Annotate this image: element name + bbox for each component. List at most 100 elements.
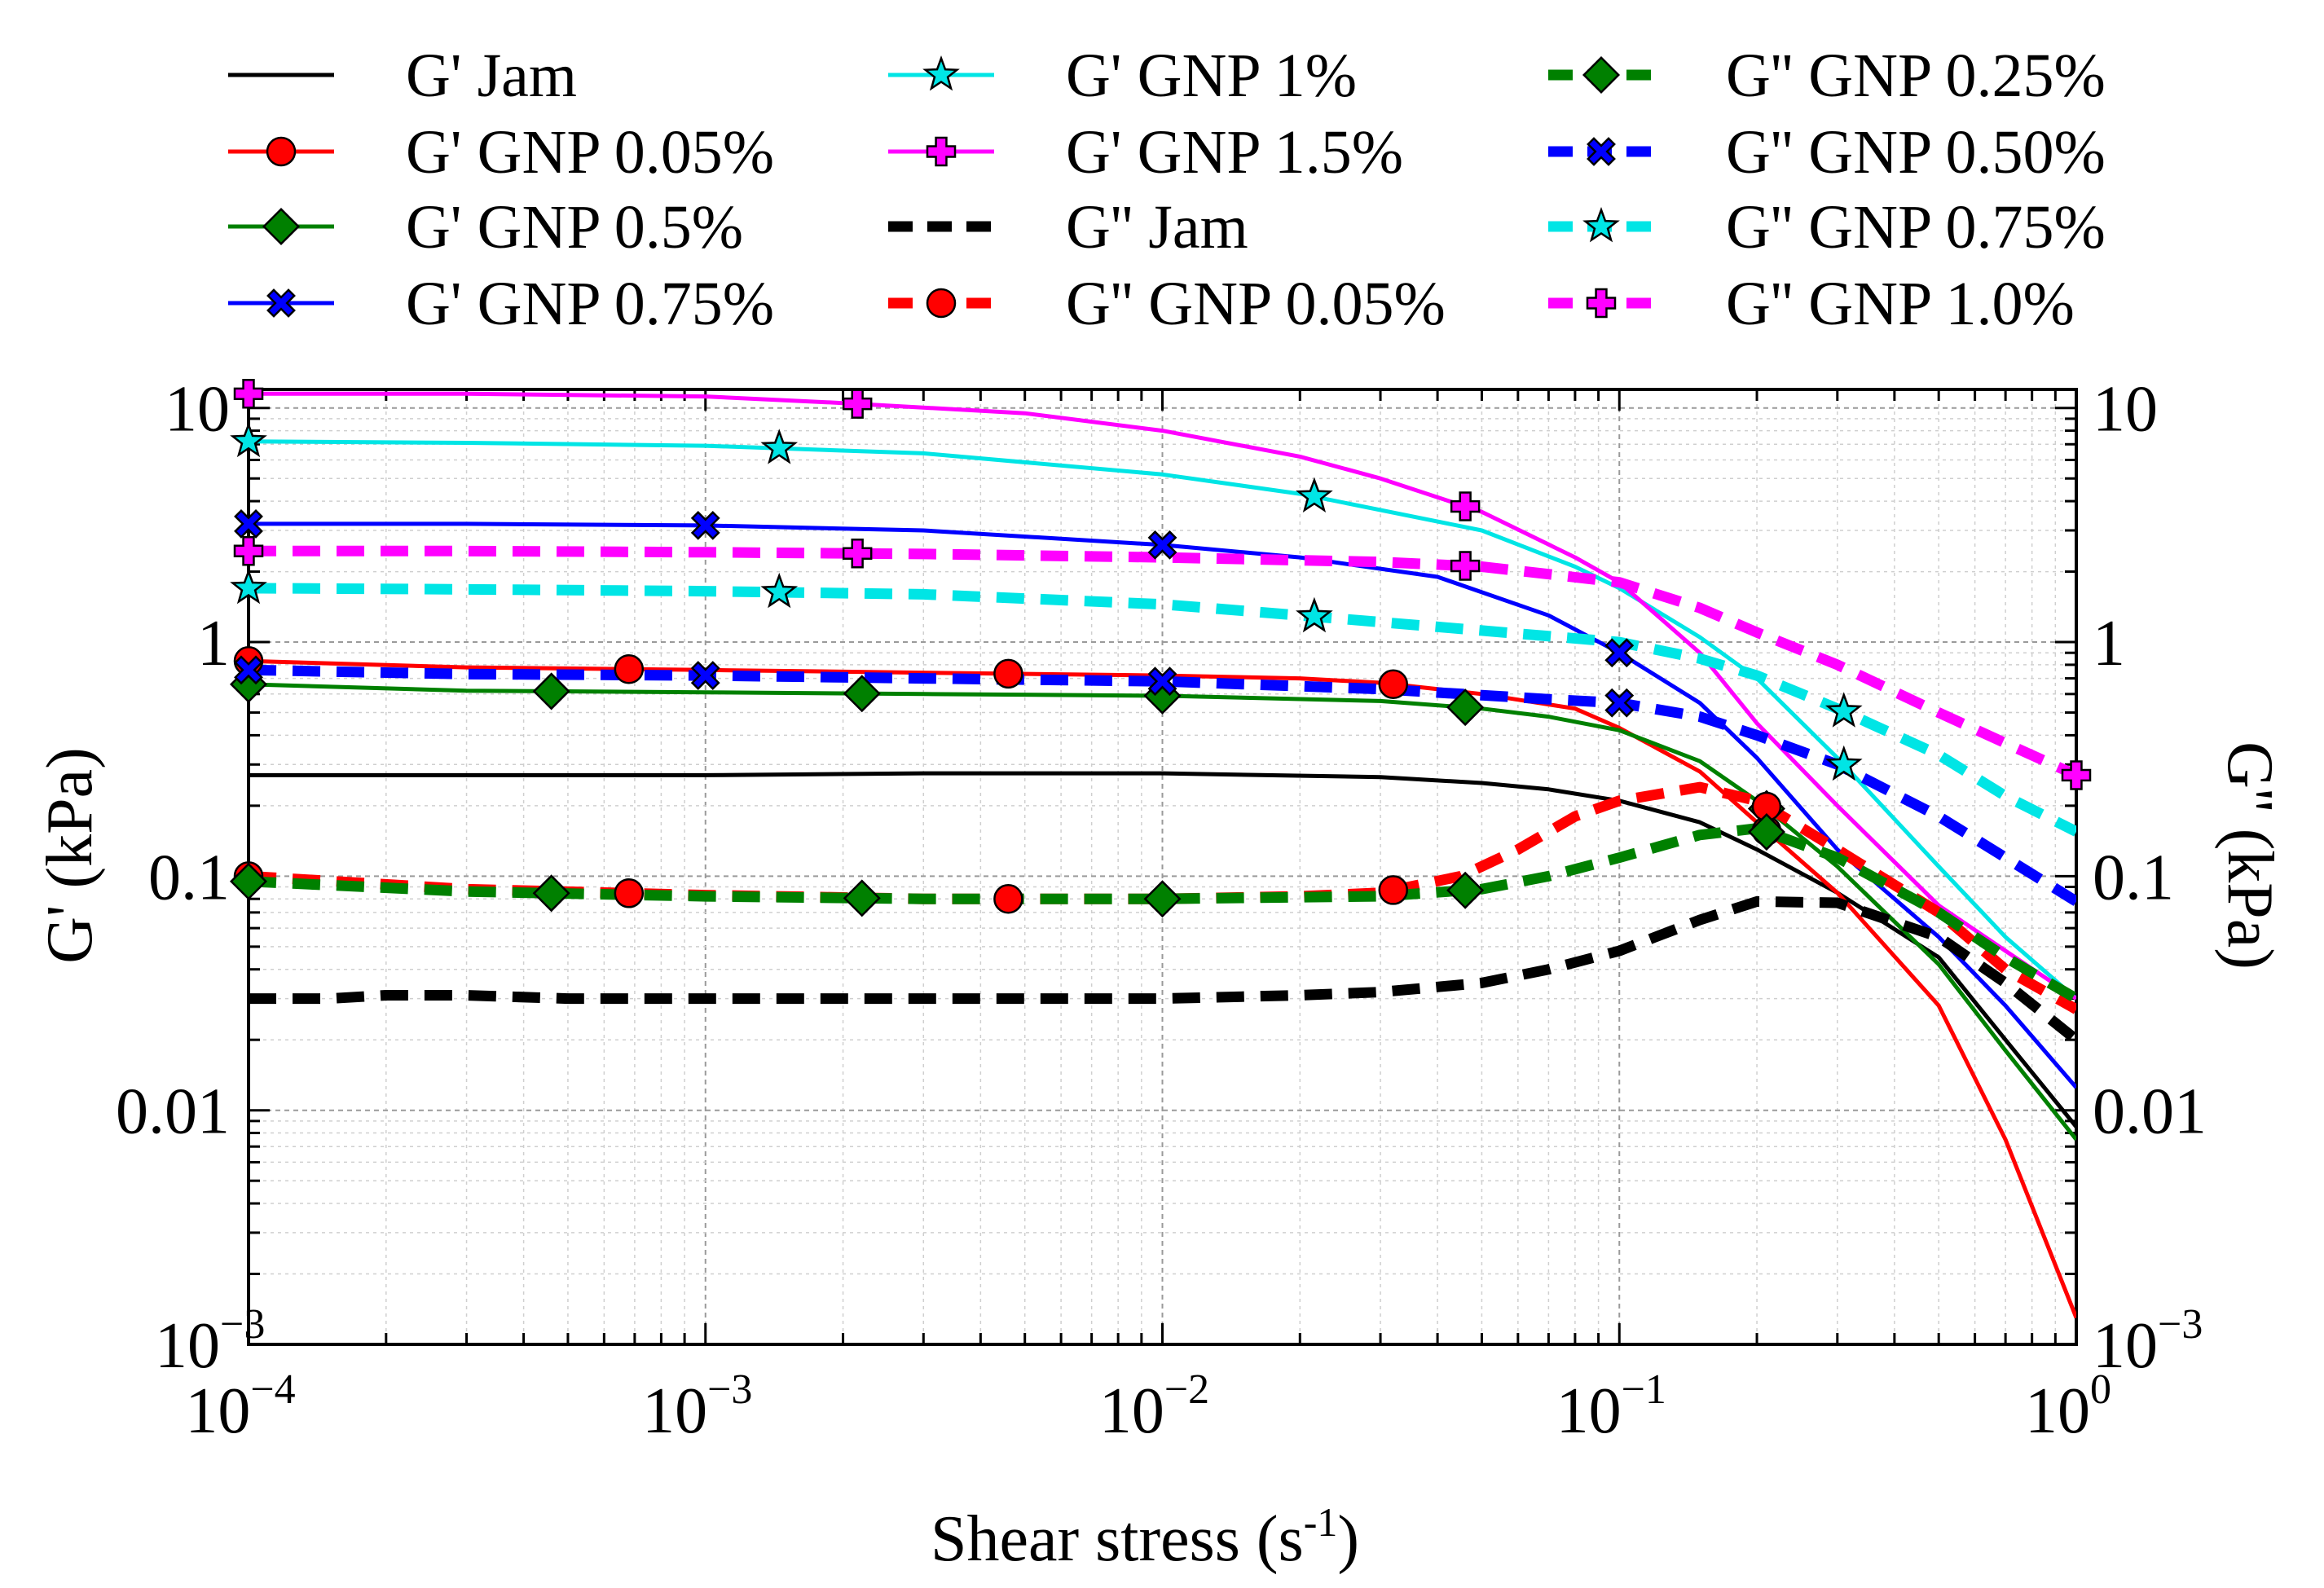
x-tick-label-base: 10 (185, 1375, 250, 1447)
series-line-2 (249, 682, 2076, 1142)
series-1-marker (993, 658, 1023, 689)
y2-tick-label-exp: −3 (2158, 1301, 2203, 1348)
y-tick-label: 0.01 (116, 1076, 230, 1148)
legend-label-4: G' GNP 1% (1066, 42, 1357, 110)
x-tick-label-exp: −2 (1164, 1366, 1209, 1413)
series-5-marker (1450, 491, 1481, 521)
x-tick-label-base: 10 (2025, 1375, 2090, 1447)
series-5-marker (842, 389, 873, 419)
series-3-marker (1147, 530, 1177, 560)
x-tick-label: 10−3 (642, 1366, 752, 1447)
legend-marker-3 (266, 288, 296, 318)
series-7-marker (614, 878, 645, 908)
series-1-marker (614, 654, 645, 684)
y-axis-label: G' (kPa) (34, 747, 106, 963)
series-line-3 (249, 521, 2076, 1089)
series-11-marker (233, 536, 264, 566)
legend: G' Jam G' GNP 0.05%G' GNP 0.5% G' GNP 0.75… (228, 42, 2106, 338)
series-3-marker (690, 510, 720, 540)
series-10-marker (1296, 596, 1333, 633)
x-axis-label-end: ) (1337, 1503, 1359, 1575)
x-tick-label: 10−2 (1099, 1366, 1209, 1447)
series-8-marker (1143, 880, 1182, 918)
series-line-7 (249, 781, 2076, 1014)
y-tick-label: 10−3 (155, 1301, 265, 1382)
x-tick-label-exp: −1 (1622, 1366, 1666, 1413)
series-5-marker (233, 379, 264, 409)
legend-marker-5 (926, 136, 957, 167)
series-line-6 (249, 895, 2076, 1045)
x-axis-label: Shear stress (s-1) (931, 1499, 1359, 1575)
series-3-marker (234, 509, 263, 539)
legend-label-8: G'' GNP 0.25% (1726, 42, 2106, 110)
x-tick-label: 100 (2025, 1366, 2111, 1447)
x-axis-label-sup: -1 (1304, 1499, 1338, 1545)
legend-label-6: G'' Jam (1066, 193, 1248, 262)
series-lines (249, 391, 2076, 1319)
series-10-marker (760, 572, 799, 609)
series-9-marker (234, 655, 263, 685)
y-tick-label: 1 (197, 608, 230, 680)
x-tick-label: 10−1 (1556, 1366, 1666, 1447)
series-2-marker (843, 675, 881, 713)
x-tick-label-exp: −4 (250, 1366, 295, 1413)
x-axis-label-main: Shear stress (s (931, 1503, 1304, 1575)
series-line-10 (249, 583, 2076, 837)
series-line-8 (249, 823, 2076, 1004)
series-line-0 (249, 771, 2076, 1128)
series-3-marker (1604, 638, 1635, 668)
legend-label-11: G'' GNP 1.0% (1726, 270, 2075, 338)
series-9-marker (1147, 666, 1177, 697)
series-2-marker (532, 672, 570, 710)
series-8-marker (1747, 813, 1785, 851)
legend-label-9: G'' GNP 0.50% (1726, 118, 2106, 187)
series-4-marker (1296, 477, 1333, 513)
x-tick-labels: 10−4 10−3 10−2 10−1 100 (185, 1366, 2111, 1447)
series-11-marker (842, 538, 873, 569)
legend-label-2: G' GNP 0.5% (406, 193, 743, 262)
series-8-marker (532, 874, 570, 913)
legend-marker-8 (1582, 55, 1621, 95)
x-tick-label-base: 10 (642, 1375, 707, 1447)
x-tick-label: 10−4 (185, 1366, 295, 1447)
legend-label-3: G' GNP 0.75% (406, 270, 774, 338)
y2-tick-label: 0.01 (2093, 1076, 2207, 1148)
series-line-11 (249, 545, 2076, 781)
series-2-marker (1446, 688, 1485, 727)
series-4-marker (1824, 745, 1863, 781)
x-tick-label-exp: 0 (2090, 1366, 2111, 1413)
series-markers (229, 379, 2092, 918)
axis-ticks (247, 389, 2076, 1346)
legend-label-7: G'' GNP 0.05% (1066, 270, 1446, 338)
y2-tick-label-base: 10 (2093, 1310, 2158, 1382)
legend-label-5: G' GNP 1.5% (1066, 118, 1403, 187)
y-tick-label: 10 (165, 374, 230, 446)
series-8-marker (229, 862, 268, 900)
x-tick-label-base: 10 (1556, 1375, 1622, 1447)
series-10-marker (1824, 692, 1863, 728)
y-tick-label-exp: −3 (220, 1301, 265, 1348)
y2-tick-label: 10 (2093, 374, 2158, 446)
series-10-marker (230, 568, 267, 605)
series-8-marker (843, 879, 881, 917)
series-1-marker (1378, 669, 1409, 700)
series-4-marker (760, 429, 799, 464)
legend-label-0: G' Jam (406, 42, 577, 110)
legend-marker-2 (262, 207, 301, 246)
series-9-marker (690, 661, 720, 690)
legend-marker-1 (266, 136, 297, 167)
y-tick-label-base: 10 (155, 1310, 220, 1382)
legend-marker-11 (1586, 288, 1617, 319)
series-9-marker (1604, 688, 1635, 718)
series-11-marker (1450, 551, 1481, 581)
series-7-marker (993, 883, 1023, 914)
legend-marker-7 (926, 288, 957, 319)
series-4-marker (230, 421, 267, 458)
legend-marker-9 (1587, 137, 1616, 166)
y2-tick-label: 1 (2093, 608, 2125, 680)
series-8-marker (1446, 871, 1485, 909)
legend-marker-4 (922, 55, 960, 91)
x-tick-label-exp: −3 (707, 1366, 752, 1413)
